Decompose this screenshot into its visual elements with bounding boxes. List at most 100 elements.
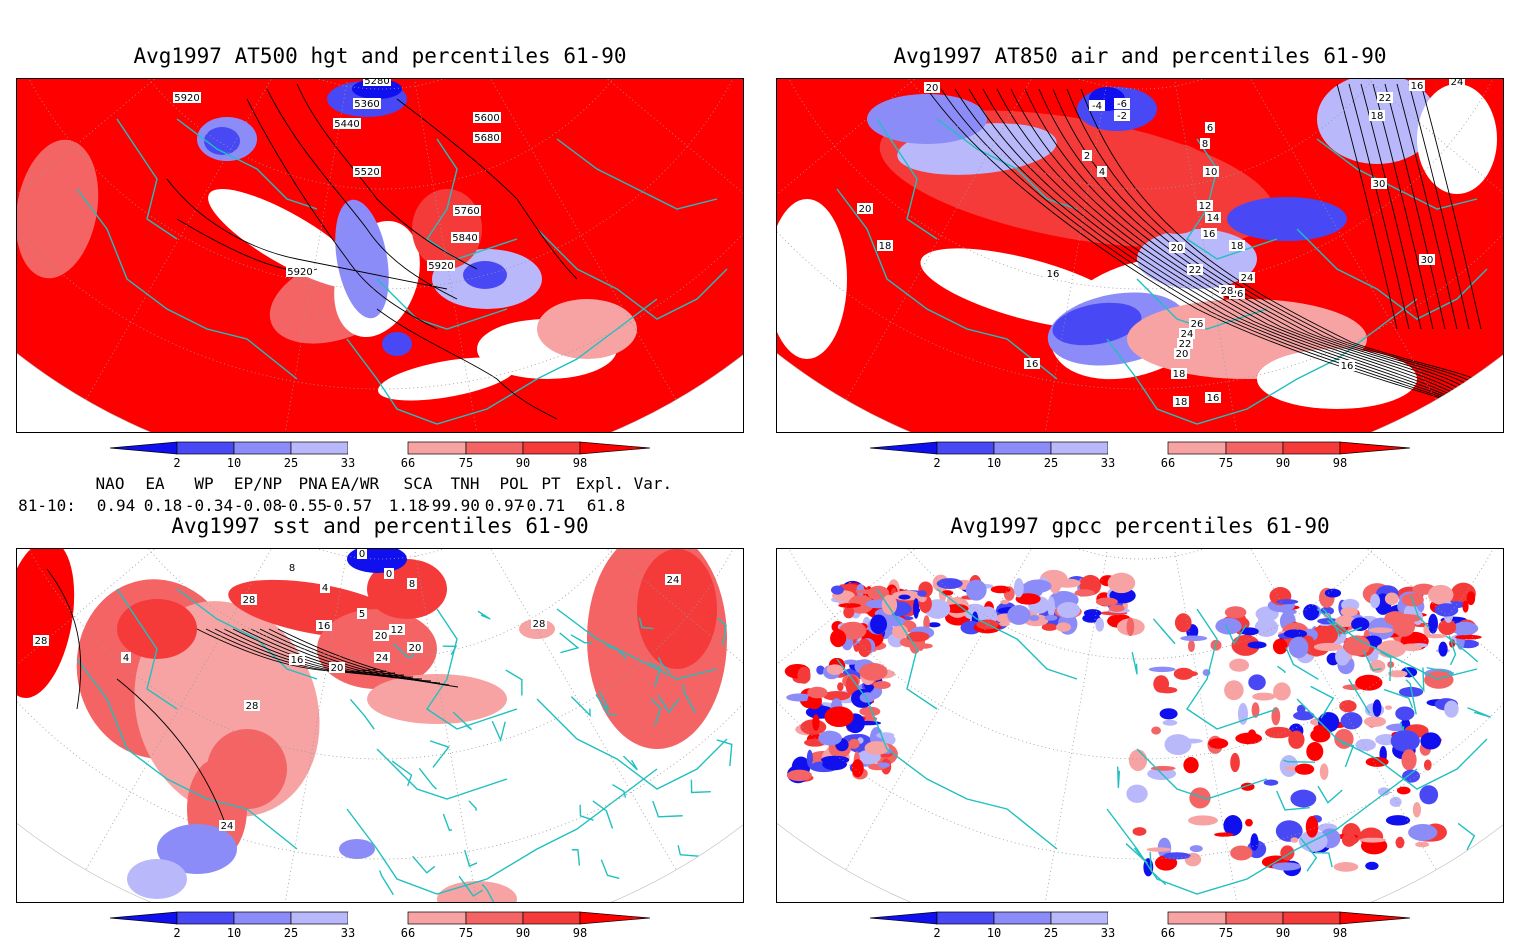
coastline (657, 657, 671, 673)
precip-anomaly-cell (1189, 787, 1211, 809)
precip-anomaly-cell (807, 686, 828, 699)
coastline (1341, 742, 1355, 768)
contour-line (1024, 88, 1478, 410)
colorbar-svg (870, 441, 1410, 455)
contour-label: 12 (391, 625, 404, 636)
colorbar-label: 25 (283, 456, 299, 470)
map-sst-svg: 0 8 0 4 8 5 12 16 20 20 24 16 20 28 28 24 28 28 24 4 (17, 549, 743, 902)
contour-label-bg (1369, 110, 1385, 121)
contour-label-bg (33, 635, 49, 646)
coastline (376, 748, 508, 800)
coastline (76, 658, 298, 850)
coastline (570, 696, 591, 717)
coastline (579, 804, 594, 821)
coastline (595, 693, 617, 716)
precip-anomaly-cell (1391, 614, 1422, 623)
index-table: NAO EA WP EP/NP PNA EA/WR SCA TNH POL PT… (0, 474, 760, 515)
colorbar-sst: 2 10 25 33 66 75 90 98 (110, 908, 650, 940)
contour-label: 26 (1231, 289, 1244, 300)
colorbar-segment (407, 911, 467, 925)
map-gpcc-svg (777, 549, 1503, 902)
coastline (426, 608, 518, 730)
contour-label-bg (1449, 79, 1465, 87)
colorbar-label: 66 (400, 456, 416, 470)
precip-anomaly-cell (797, 666, 811, 684)
contour-label-bg (241, 594, 257, 605)
precip-anomaly-cell (876, 732, 895, 739)
colorbar-segment (348, 442, 408, 454)
contour-label: 5840 (452, 233, 477, 244)
precip-anomaly-cell (1271, 707, 1281, 726)
precip-anomaly-cell (1423, 759, 1432, 771)
precip-anomaly-cell (816, 665, 825, 675)
precip-anomaly-cell (1153, 675, 1170, 693)
contour-line (116, 678, 228, 830)
coastline (418, 767, 437, 790)
colorbar-label: 10 (226, 456, 242, 470)
coastline (1457, 822, 1476, 851)
precip-anomaly-cell (936, 578, 963, 590)
precip-anomaly-cell (824, 706, 854, 728)
coastline (429, 740, 450, 768)
contour-label: 24 (1241, 273, 1254, 284)
coastline (648, 662, 662, 687)
map-gpcc (776, 548, 1504, 903)
colorbar-label: 66 (1160, 926, 1176, 940)
contour-label-bg (1174, 348, 1190, 359)
colorbar-hgt: 2 10 25 33 66 75 90 98 (110, 438, 650, 474)
contour-label: 16 (1207, 393, 1220, 404)
contour-label-bg (373, 630, 389, 641)
colorbar-segment (1050, 441, 1109, 455)
contour-label: 24 (221, 821, 234, 832)
colorbar-label: 98 (572, 456, 588, 470)
colorbar-label: 75 (1218, 456, 1234, 470)
coastline (1136, 748, 1268, 800)
contour-label-bg (363, 79, 391, 86)
precip-anomaly-cell (1029, 615, 1040, 622)
precip-anomaly-cell (1455, 634, 1482, 640)
contour-line (1336, 83, 1398, 330)
colorbar-arrow-left (870, 441, 938, 455)
colorbar-label: 2 (173, 456, 181, 470)
coastline (1399, 721, 1405, 731)
coastline (876, 588, 938, 710)
precip-anomaly-cell (1462, 600, 1469, 613)
colorbar-svg (110, 441, 650, 455)
precip-anomaly-cell (1146, 847, 1172, 852)
precip-anomaly-cell (1174, 613, 1192, 633)
precip-anomaly-cell (1355, 738, 1376, 751)
contour-label: 18 (1371, 111, 1384, 122)
index-value: 0.18 (143, 496, 183, 515)
coastline (1316, 138, 1478, 210)
contour-labels: 5280 5360 5920 5440 5600 5680 5520 5760 5840 5920… (173, 79, 501, 278)
contour-line (1348, 83, 1410, 330)
contour-label: 22 (1179, 339, 1192, 350)
precip-anomaly-cell (864, 741, 890, 755)
precip-anomaly-cell (1288, 730, 1305, 749)
precip-anomaly-cell (838, 621, 867, 640)
coastline (570, 634, 592, 644)
colorbar-svg (870, 911, 1410, 925)
precip-anomaly-cell (1273, 682, 1291, 701)
precip-anomaly-cell (1377, 787, 1390, 796)
colorbar-segment (290, 911, 349, 925)
precip-anomaly-cell (1240, 627, 1259, 636)
precip-anomaly-cell (1056, 622, 1071, 632)
precip-anomaly-cell (1231, 634, 1260, 656)
precip-anomaly-cell (843, 606, 855, 619)
coastline (491, 720, 506, 743)
precip-anomaly-cell (848, 595, 874, 614)
panel-title-air: Avg1997 AT850 air and percentiles 61-90 (893, 44, 1387, 68)
precip-anomaly-cell (1015, 593, 1041, 605)
coastline (481, 883, 501, 902)
colorbar-label: 2 (933, 926, 941, 940)
precip-anomaly-cell (859, 662, 888, 681)
precip-anomaly-cell (1398, 686, 1424, 698)
coastline (1467, 707, 1491, 718)
precip-anomaly-cell (1434, 603, 1459, 617)
contour-label-bg (244, 700, 260, 711)
index-value: -0.55 (278, 496, 328, 515)
precip-anomaly-cell (1247, 729, 1257, 742)
index-header: POL (499, 474, 529, 493)
